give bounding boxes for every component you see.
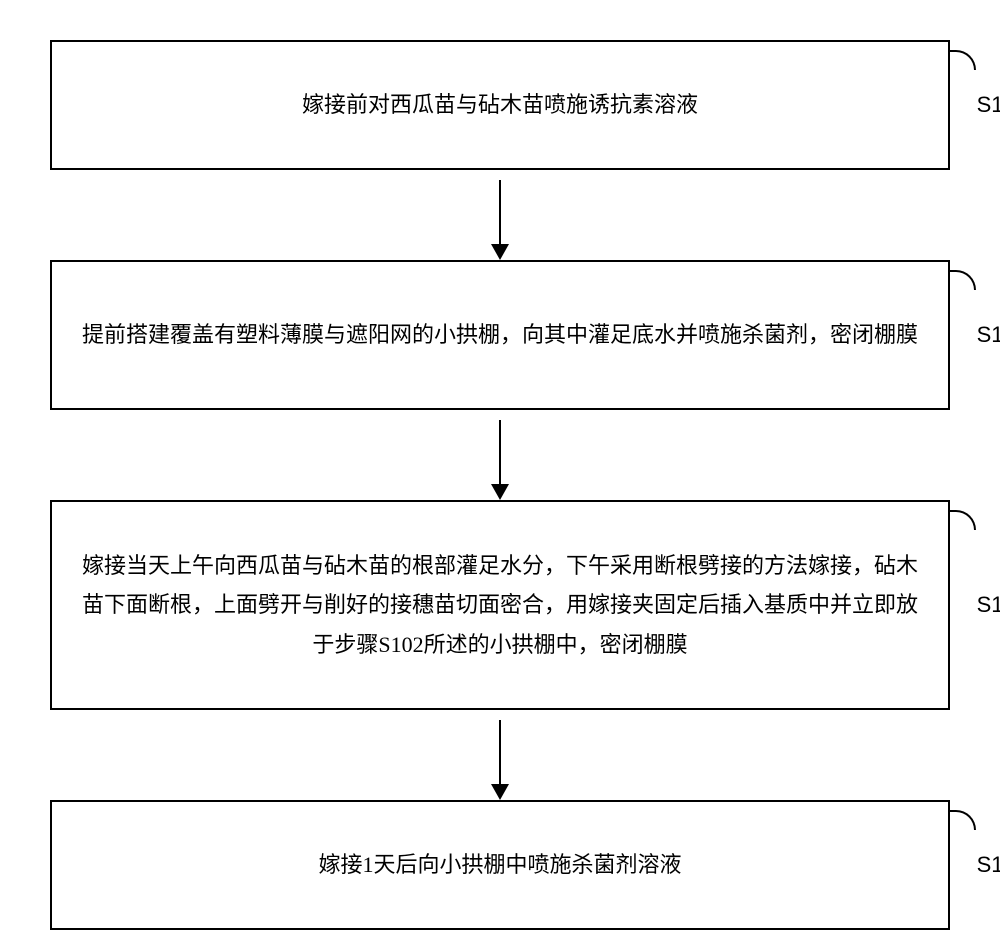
- arrow-head-icon: [491, 244, 509, 260]
- step-label-3: S103: [977, 592, 1000, 618]
- arrow-2-3: [50, 410, 950, 500]
- step-text-2: 提前搭建覆盖有塑料薄膜与遮阳网的小拱棚，向其中灌足底水并喷施杀菌剂，密闭棚膜: [82, 315, 918, 355]
- flow-step-2: 提前搭建覆盖有塑料薄膜与遮阳网的小拱棚，向其中灌足底水并喷施杀菌剂，密闭棚膜 S…: [50, 260, 950, 410]
- step-label-4: S104: [977, 852, 1000, 878]
- step-text-3: 嫁接当天上午向西瓜苗与砧木苗的根部灌足水分，下午采用断根劈接的方法嫁接，砧木苗下…: [82, 546, 918, 665]
- flow-step-1: 嫁接前对西瓜苗与砧木苗喷施诱抗素溶液 S101: [50, 40, 950, 170]
- arrow-line: [499, 420, 501, 490]
- flow-step-3: 嫁接当天上午向西瓜苗与砧木苗的根部灌足水分，下午采用断根劈接的方法嫁接，砧木苗下…: [50, 500, 950, 710]
- step-text-1: 嫁接前对西瓜苗与砧木苗喷施诱抗素溶液: [302, 85, 698, 125]
- label-connector-2: [948, 270, 976, 290]
- flowchart-container: 嫁接前对西瓜苗与砧木苗喷施诱抗素溶液 S101 提前搭建覆盖有塑料薄膜与遮阳网的…: [50, 40, 950, 930]
- step-text-4: 嫁接1天后向小拱棚中喷施杀菌剂溶液: [318, 845, 681, 885]
- step-label-1: S101: [977, 92, 1000, 118]
- arrow-1-2: [50, 170, 950, 260]
- arrow-line: [499, 720, 501, 790]
- label-connector-4: [948, 810, 976, 830]
- arrow-3-4: [50, 710, 950, 800]
- label-connector-3: [948, 510, 976, 530]
- label-connector-1: [948, 50, 976, 70]
- step-label-2: S102: [977, 322, 1000, 348]
- arrow-head-icon: [491, 484, 509, 500]
- arrow-head-icon: [491, 784, 509, 800]
- flow-step-4: 嫁接1天后向小拱棚中喷施杀菌剂溶液 S104: [50, 800, 950, 930]
- arrow-line: [499, 180, 501, 250]
